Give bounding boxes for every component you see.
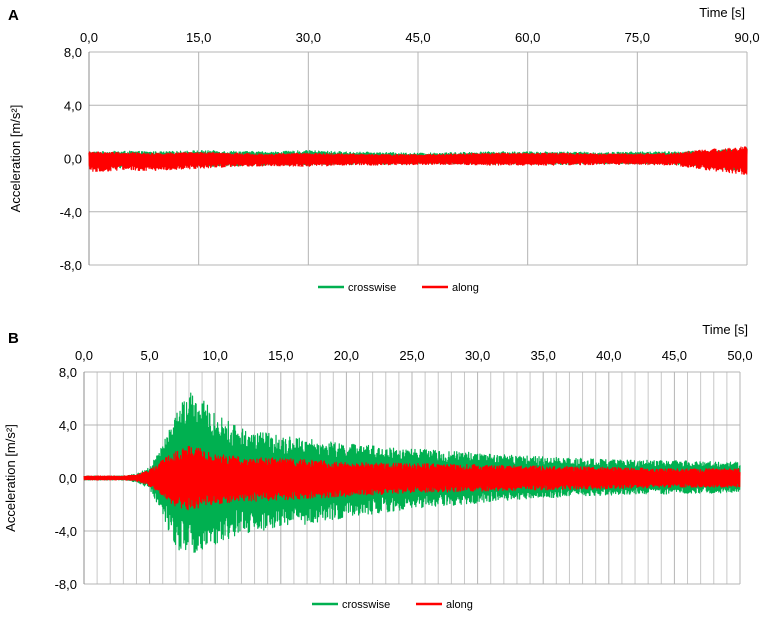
x-tick-label: 5,0 (141, 348, 159, 363)
y-tick-label: -4,0 (55, 524, 77, 539)
x-tick-label: 75,0 (625, 30, 650, 45)
panel-label: A (8, 7, 19, 24)
series-along-line (83, 445, 741, 511)
x-tick-label: 0,0 (80, 30, 98, 45)
y-axis-title: Acceleration [m/s²] (3, 424, 18, 532)
y-tick-label: -4,0 (60, 205, 82, 220)
x-tick-label: 30,0 (465, 348, 490, 363)
x-tick-label: 45,0 (662, 348, 687, 363)
x-tick-label: 90,0 (734, 30, 759, 45)
legend-label-along: along (446, 599, 473, 611)
legend-label-crosswise: crosswise (342, 599, 390, 611)
x-tick-label: 25,0 (399, 348, 424, 363)
x-tick-label: 15,0 (268, 348, 293, 363)
y-tick-label: -8,0 (55, 577, 77, 592)
panel-label: B (8, 330, 19, 347)
x-tick-label: 30,0 (296, 30, 321, 45)
legend-label-crosswise: crosswise (348, 282, 396, 294)
x-tick-label: 45,0 (405, 30, 430, 45)
y-tick-label: 4,0 (59, 418, 77, 433)
x-tick-label: 35,0 (531, 348, 556, 363)
x-axis-title: Time [s] (699, 5, 745, 20)
y-tick-label: 4,0 (64, 98, 82, 113)
y-tick-label: 8,0 (59, 365, 77, 380)
legend-label-along: along (452, 282, 479, 294)
x-tick-label: 0,0 (75, 348, 93, 363)
y-tick-label: 8,0 (64, 45, 82, 60)
panel-a-chart: 0,0 15,0 30,0 45,0 60,0 75,0 90,0 8,0 4,0 0,0 -4,0… (8, 5, 760, 294)
x-tick-label: 20,0 (334, 348, 359, 363)
x-tick-label: 10,0 (203, 348, 228, 363)
y-tick-label: 0,0 (64, 152, 82, 167)
y-tick-label: -8,0 (60, 258, 82, 273)
x-tick-label: 50,0 (727, 348, 752, 363)
x-tick-label: 15,0 (186, 30, 211, 45)
panel-b-chart: 0,0 5,0 10,0 15,0 20,0 25,0 30,0 35,0 40,0 45,0 50… (3, 322, 753, 611)
y-axis-title: Acceleration [m/s²] (8, 105, 23, 213)
x-tick-label: 40,0 (596, 348, 621, 363)
y-tick-label: 0,0 (59, 471, 77, 486)
x-tick-label: 60,0 (515, 30, 540, 45)
x-axis-title: Time [s] (702, 322, 748, 337)
series-along-line (88, 146, 748, 175)
